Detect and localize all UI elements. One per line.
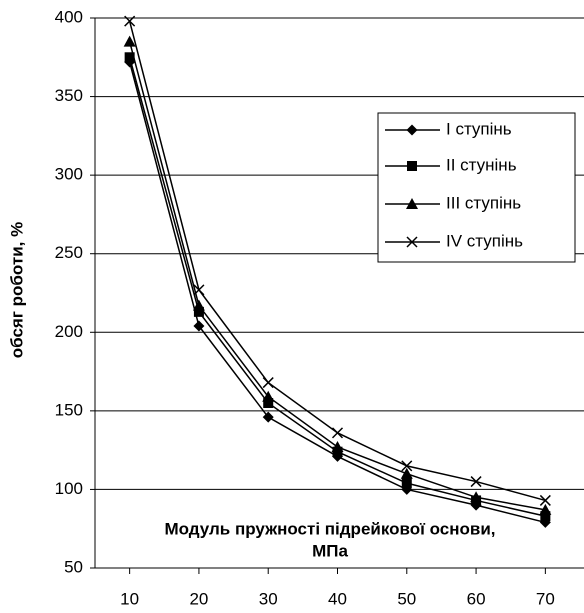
x-tick-label: 20 [189, 589, 208, 608]
legend-label: ІІ стунінь [446, 155, 517, 174]
marker [193, 306, 204, 317]
x-tick-label: 60 [467, 589, 486, 608]
x-tick-label: 70 [536, 589, 555, 608]
x-axis-title: Модуль пружності підрейкової основи, [164, 519, 495, 538]
y-tick-label: 150 [55, 400, 83, 419]
y-tick-label: 400 [55, 7, 83, 26]
legend-label: І ступінь [446, 119, 512, 138]
marker [193, 320, 205, 332]
series-line [128, 41, 546, 511]
marker [470, 491, 483, 503]
marker [400, 467, 413, 479]
y-tick-label: 100 [55, 479, 83, 498]
marker [331, 427, 344, 439]
x-tick-label: 10 [120, 589, 139, 608]
marker [262, 377, 274, 389]
marker [193, 284, 205, 296]
x-tick-label: 30 [259, 589, 278, 608]
y-axis-title: обсяг роботи, % [7, 222, 26, 358]
marker [540, 511, 551, 522]
marker [263, 398, 274, 408]
marker [123, 35, 136, 47]
marker [331, 441, 344, 452]
marker [262, 390, 275, 402]
y-tick-label: 350 [55, 86, 83, 105]
x-axis-title: МПа [312, 541, 348, 560]
marker [262, 411, 274, 423]
marker [539, 494, 551, 506]
marker [539, 503, 552, 515]
legend-label: ІІІ ступінь [446, 193, 521, 212]
y-tick-label: 300 [55, 165, 83, 184]
legend-marker [406, 198, 418, 209]
x-tick-label: 50 [397, 589, 416, 608]
y-tick-label: 200 [55, 322, 83, 341]
legend-marker [407, 161, 417, 171]
marker [192, 299, 205, 311]
legend-marker [406, 236, 418, 248]
marker [401, 478, 412, 489]
legend-marker [406, 124, 418, 136]
marker [124, 15, 136, 27]
legend-label: ІV ступінь [446, 231, 523, 250]
y-tick-label: 50 [64, 557, 83, 576]
x-tick-label: 40 [328, 589, 347, 608]
y-tick-label: 250 [55, 243, 83, 262]
marker [124, 52, 135, 63]
marker [401, 460, 413, 472]
legend-box [377, 112, 576, 263]
marker [470, 476, 482, 488]
